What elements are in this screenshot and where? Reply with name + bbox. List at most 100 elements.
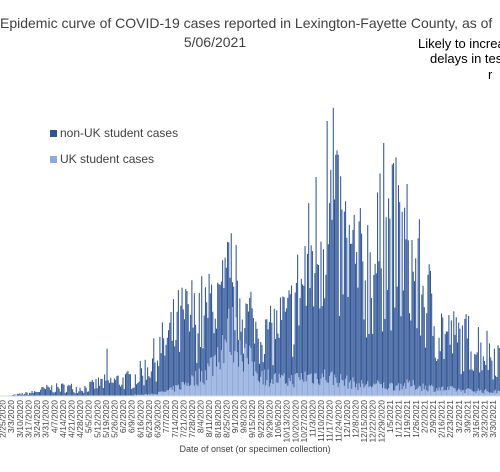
legend-label-uk: UK student cases <box>60 152 155 166</box>
bar-uk <box>290 375 293 396</box>
bar-uk <box>456 390 459 396</box>
bar-non-uk <box>153 338 155 395</box>
bar-non-uk <box>476 352 478 391</box>
bar-non-uk <box>137 382 139 395</box>
bar-uk <box>134 394 136 396</box>
bar-non-uk <box>469 369 471 390</box>
bar-non-uk <box>145 379 147 394</box>
bar-non-uk <box>211 284 213 358</box>
bar-uk <box>308 374 310 396</box>
bar-non-uk <box>164 355 166 393</box>
bar-non-uk <box>69 385 71 396</box>
bar-non-uk <box>195 324 197 371</box>
bar-uk <box>288 378 290 396</box>
bar-non-uk <box>174 346 176 392</box>
bar-non-uk <box>258 363 261 383</box>
bar-uk <box>320 378 322 396</box>
bar-uk <box>191 375 193 396</box>
bar-non-uk <box>96 388 98 396</box>
bar-non-uk <box>78 391 80 396</box>
bar-uk <box>266 380 268 396</box>
x-tick-label: 11/3/2020 <box>307 400 317 437</box>
legend-swatch-non-uk <box>50 129 57 137</box>
bar-non-uk <box>136 384 138 396</box>
x-tick-label: 2/9/2021 <box>428 400 438 433</box>
bar-uk <box>384 388 386 396</box>
bar-uk <box>186 385 188 396</box>
bar-uk <box>161 391 163 396</box>
bar-uk <box>172 385 174 396</box>
bar-uk <box>343 385 345 396</box>
x-tick-label: 4/21/2020 <box>66 400 76 438</box>
bar-non-uk <box>230 233 232 356</box>
bar-uk <box>459 389 461 396</box>
bar-uk <box>207 363 209 396</box>
bar-uk <box>310 373 312 396</box>
bar-non-uk <box>443 358 445 391</box>
bar-uk <box>150 393 152 396</box>
bar-non-uk <box>20 394 22 396</box>
bar-non-uk <box>284 311 286 384</box>
bar-uk <box>331 371 333 396</box>
bar-uk <box>332 385 334 396</box>
bar-uk <box>386 389 388 396</box>
bar-non-uk <box>110 377 112 396</box>
bar-non-uk <box>201 276 203 372</box>
x-tick-label: 1/12/2021 <box>394 400 404 438</box>
bar-non-uk <box>405 239 407 389</box>
bar-non-uk <box>450 320 452 387</box>
bar-non-uk <box>358 221 360 384</box>
bar-non-uk <box>492 379 494 393</box>
bar-non-uk <box>219 284 221 370</box>
bar-non-uk <box>373 274 375 384</box>
bar-uk <box>212 376 214 396</box>
bar-uk <box>334 374 336 396</box>
bar-non-uk <box>401 211 403 390</box>
x-tick-label: 6/9/2020 <box>127 400 137 433</box>
bar-uk <box>274 372 277 396</box>
bar-non-uk <box>362 261 364 384</box>
bar-non-uk <box>121 384 123 396</box>
x-tick-label: 3/17/2020 <box>23 400 33 438</box>
bar-uk <box>215 366 218 396</box>
bar-uk <box>438 387 440 396</box>
bar-non-uk <box>21 393 23 396</box>
bar-uk <box>148 394 150 396</box>
bar-non-uk <box>99 385 101 396</box>
bar-non-uk <box>396 286 398 386</box>
x-tick-label: 9/22/2020 <box>256 400 266 438</box>
bar-non-uk <box>72 389 74 396</box>
bar-uk <box>203 384 205 396</box>
bar-uk <box>410 386 412 396</box>
bar-non-uk <box>422 285 424 384</box>
bar-non-uk <box>14 394 16 396</box>
bar-non-uk <box>177 290 179 385</box>
bar-non-uk <box>449 344 451 387</box>
bar-uk <box>363 387 365 396</box>
bar-uk <box>175 385 177 396</box>
bar-non-uk <box>314 273 316 374</box>
x-tick-label: 3/16/2021 <box>471 400 481 438</box>
bar-non-uk <box>62 383 64 396</box>
bar-non-uk <box>124 374 127 396</box>
bar-uk <box>465 389 467 396</box>
bar-uk <box>458 388 460 396</box>
bar-non-uk <box>143 385 145 396</box>
bar-non-uk <box>120 386 122 396</box>
bar-non-uk <box>282 296 284 376</box>
bar-uk <box>195 370 197 396</box>
bar-uk <box>352 377 354 396</box>
bar-uk <box>444 390 446 396</box>
bar-uk <box>220 350 222 396</box>
bar-uk <box>455 391 457 396</box>
bar-non-uk <box>394 307 396 391</box>
bar-non-uk <box>454 334 456 389</box>
bar-non-uk <box>116 375 118 396</box>
bar-non-uk <box>152 358 154 394</box>
bar-uk <box>252 376 254 396</box>
bar-non-uk <box>148 376 150 395</box>
bar-uk <box>342 380 344 396</box>
x-tick-label: 12/1/2020 <box>342 400 352 438</box>
bar-non-uk <box>311 251 313 383</box>
bar-non-uk <box>298 325 300 378</box>
